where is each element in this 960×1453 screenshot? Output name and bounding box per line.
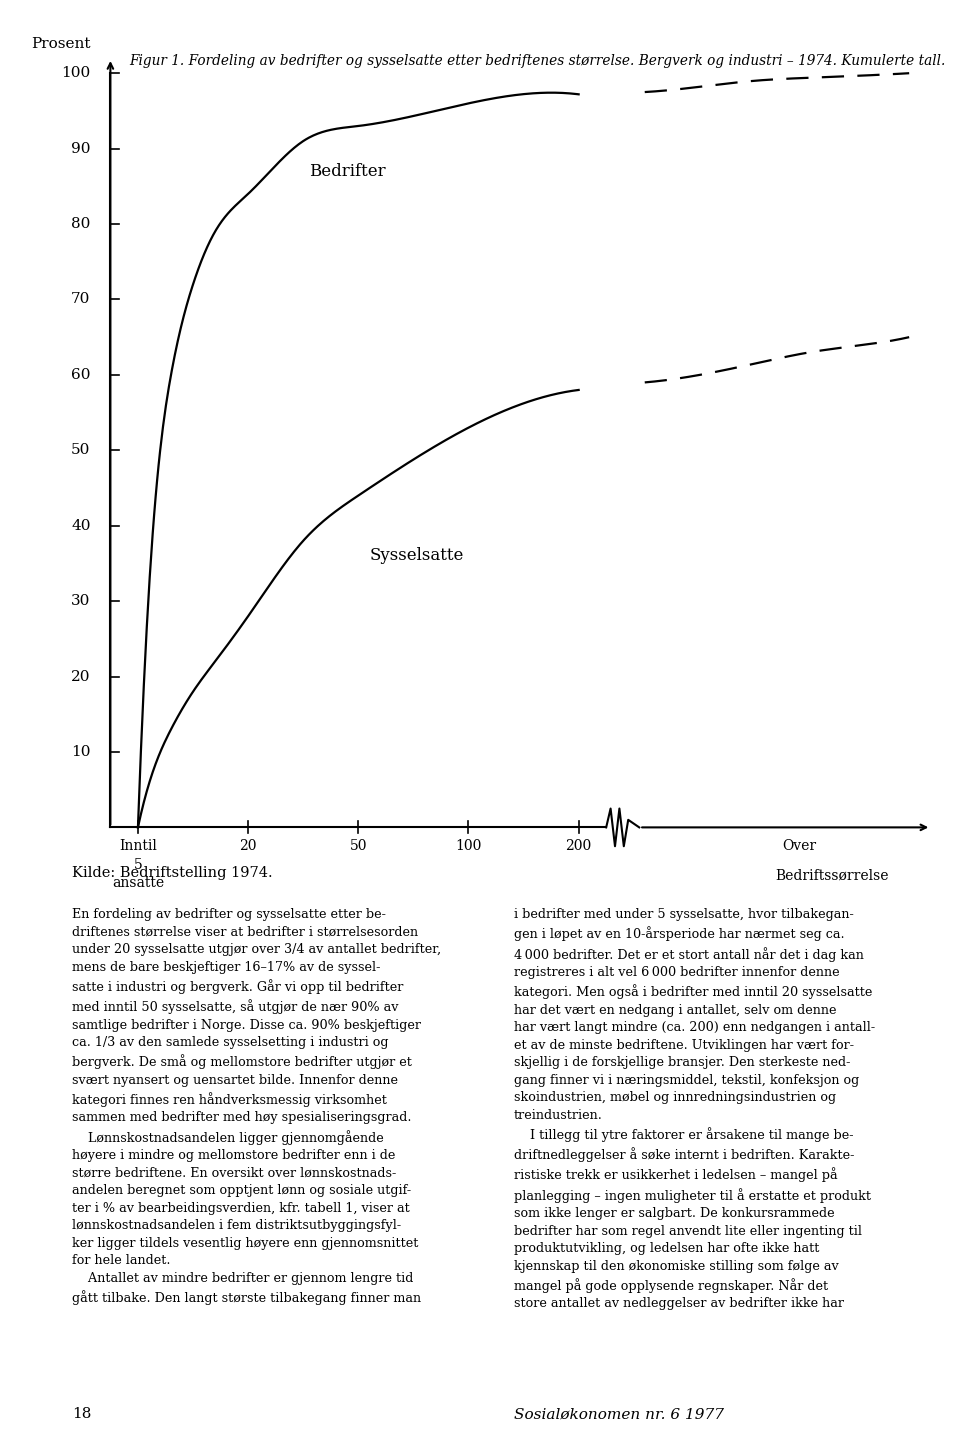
Text: 50: 50 xyxy=(71,443,90,458)
Text: 20: 20 xyxy=(239,838,257,853)
Text: 80: 80 xyxy=(71,216,90,231)
Text: Sosialøkonomen nr. 6 1977: Sosialøkonomen nr. 6 1977 xyxy=(514,1407,724,1421)
Text: Bedrifter: Bedrifter xyxy=(309,163,385,180)
Text: 100: 100 xyxy=(61,67,90,80)
Text: Prosent: Prosent xyxy=(31,36,90,51)
Text: Over: Over xyxy=(782,838,816,853)
Text: 18: 18 xyxy=(72,1407,91,1421)
Text: 5: 5 xyxy=(133,857,142,872)
Text: 100: 100 xyxy=(455,838,482,853)
Text: 50: 50 xyxy=(349,838,367,853)
Text: Sysselsatte: Sysselsatte xyxy=(370,548,464,564)
Text: Bedriftssørrelse: Bedriftssørrelse xyxy=(776,869,889,883)
Text: 70: 70 xyxy=(71,292,90,307)
Text: Figur 1. Fordeling av bedrifter og sysselsatte etter bedriftenes størrelse. Berg: Figur 1. Fordeling av bedrifter og sysse… xyxy=(130,54,946,68)
Text: ansatte: ansatte xyxy=(112,876,164,891)
Text: i bedrifter med under 5 sysselsatte, hvor tilbakegan-
gen i løpet av en 10-årspe: i bedrifter med under 5 sysselsatte, hvo… xyxy=(514,908,875,1311)
Text: 30: 30 xyxy=(71,594,90,609)
Text: 90: 90 xyxy=(71,141,90,155)
Text: 10: 10 xyxy=(71,745,90,758)
Text: 20: 20 xyxy=(71,670,90,683)
Text: 40: 40 xyxy=(71,519,90,533)
Text: 200: 200 xyxy=(565,838,591,853)
Text: Inntil: Inntil xyxy=(119,838,156,853)
Text: En fordeling av bedrifter og sysselsatte etter be-
driftenes størrelse viser at : En fordeling av bedrifter og sysselsatte… xyxy=(72,908,442,1305)
Text: 60: 60 xyxy=(71,368,90,382)
Text: Kilde: Bedriftstelling 1974.: Kilde: Bedriftstelling 1974. xyxy=(72,866,273,881)
